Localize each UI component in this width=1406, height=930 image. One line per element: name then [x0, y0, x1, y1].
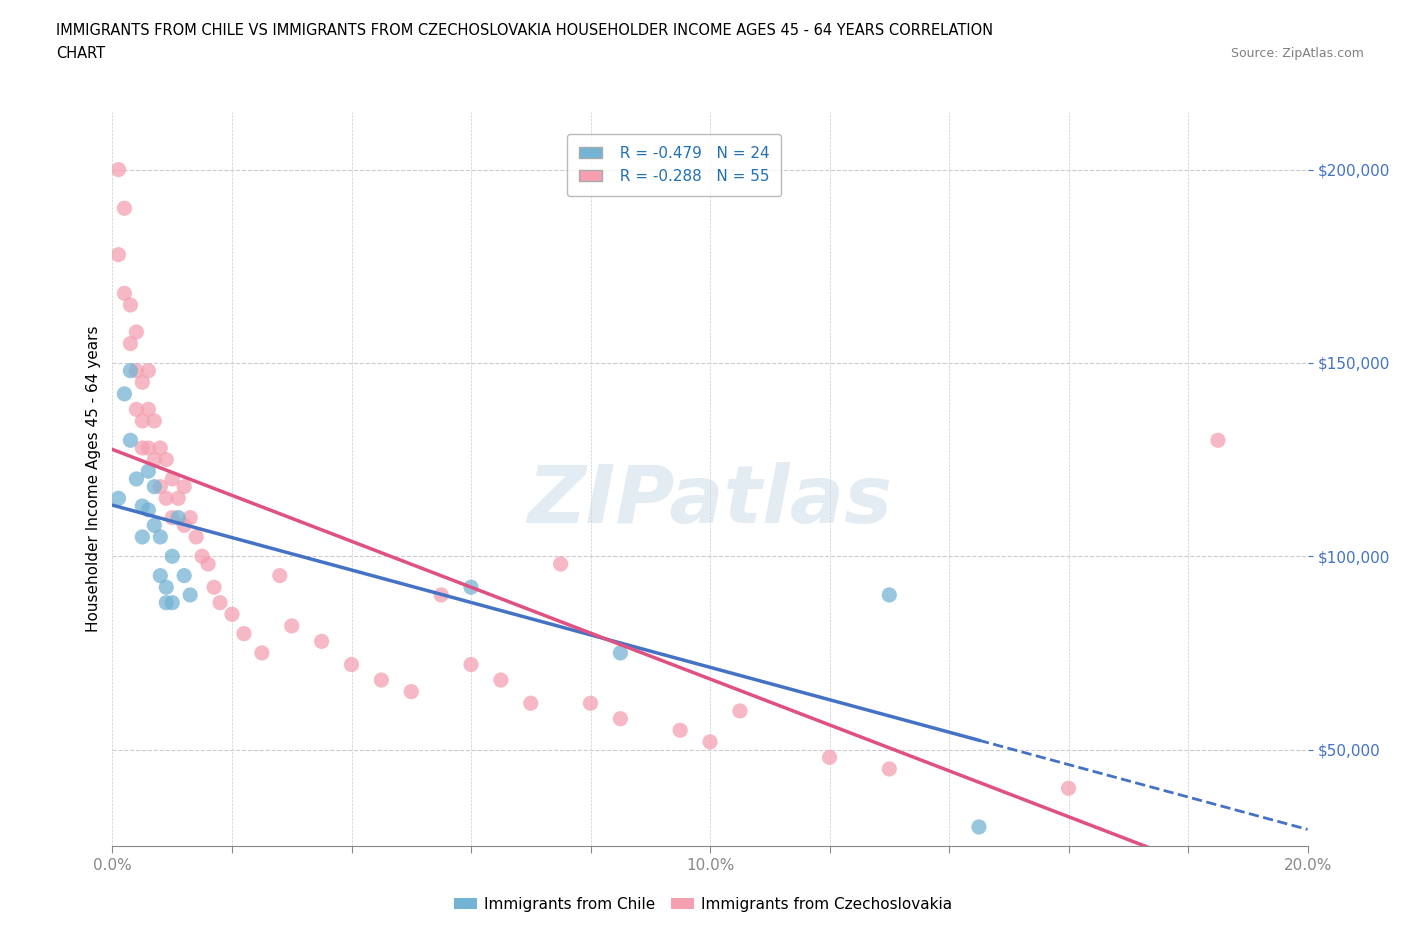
Point — [107, 491, 129, 506]
Point — [125, 472, 148, 486]
Point — [131, 498, 153, 513]
Point — [1057, 781, 1080, 796]
Point — [149, 529, 172, 544]
Point — [221, 607, 243, 622]
Point — [609, 645, 631, 660]
Point — [370, 672, 392, 687]
Point — [143, 479, 166, 494]
Point — [818, 750, 841, 764]
Point — [209, 595, 232, 610]
Point — [173, 518, 195, 533]
Point — [186, 529, 208, 544]
Point — [107, 162, 129, 177]
Point — [311, 634, 333, 649]
Point — [699, 735, 721, 750]
Point — [191, 549, 214, 564]
Point — [114, 201, 135, 216]
Point — [162, 472, 183, 486]
Point — [179, 588, 201, 603]
Point — [197, 556, 219, 571]
Point — [138, 441, 160, 456]
Point — [609, 711, 631, 726]
Point — [162, 511, 183, 525]
Point — [125, 402, 148, 417]
Point — [162, 549, 183, 564]
Point — [125, 364, 148, 379]
Point — [879, 588, 901, 603]
Point — [1206, 432, 1229, 447]
Point — [579, 696, 602, 711]
Point — [120, 298, 142, 312]
Point — [250, 645, 273, 660]
Point — [430, 588, 453, 603]
Point — [131, 441, 153, 456]
Point — [138, 402, 160, 417]
Point — [401, 684, 423, 699]
Y-axis label: Householder Income Ages 45 - 64 years: Householder Income Ages 45 - 64 years — [86, 326, 101, 632]
Legend: Immigrants from Chile, Immigrants from Czechoslovakia: Immigrants from Chile, Immigrants from C… — [447, 891, 959, 918]
Point — [120, 364, 142, 379]
Point — [155, 491, 177, 506]
Point — [114, 286, 135, 300]
Point — [155, 579, 177, 594]
Point — [460, 579, 482, 594]
Point — [138, 364, 160, 379]
Point — [138, 502, 160, 517]
Text: CHART: CHART — [56, 46, 105, 61]
Point — [120, 336, 142, 351]
Point — [173, 479, 195, 494]
Point — [143, 452, 166, 467]
Point — [162, 595, 183, 610]
Point — [155, 452, 177, 467]
Point — [149, 479, 172, 494]
Point — [489, 672, 512, 687]
Text: IMMIGRANTS FROM CHILE VS IMMIGRANTS FROM CZECHOSLOVAKIA HOUSEHOLDER INCOME AGES : IMMIGRANTS FROM CHILE VS IMMIGRANTS FROM… — [56, 23, 994, 38]
Point — [520, 696, 543, 711]
Point — [460, 658, 482, 672]
Point — [340, 658, 363, 672]
Point — [179, 511, 201, 525]
Text: Source: ZipAtlas.com: Source: ZipAtlas.com — [1230, 46, 1364, 60]
Point — [281, 618, 304, 633]
Point — [114, 387, 135, 402]
Legend:   R = -0.479   N = 24,   R = -0.288   N = 55: R = -0.479 N = 24, R = -0.288 N = 55 — [567, 134, 782, 196]
Point — [107, 247, 129, 262]
Point — [879, 762, 901, 777]
Point — [167, 491, 190, 506]
Point — [149, 568, 172, 583]
Point — [233, 626, 256, 641]
Point — [155, 595, 177, 610]
Point — [120, 432, 142, 447]
Point — [143, 518, 166, 533]
Point — [202, 579, 225, 594]
Point — [550, 556, 572, 571]
Point — [143, 414, 166, 429]
Point — [125, 325, 148, 339]
Point — [149, 441, 172, 456]
Point — [728, 703, 751, 718]
Point — [173, 568, 195, 583]
Point — [131, 414, 153, 429]
Point — [131, 529, 153, 544]
Point — [138, 464, 160, 479]
Text: ZIPatlas: ZIPatlas — [527, 462, 893, 540]
Point — [167, 511, 190, 525]
Point — [131, 375, 153, 390]
Point — [669, 723, 692, 737]
Point — [967, 819, 990, 834]
Point — [269, 568, 291, 583]
